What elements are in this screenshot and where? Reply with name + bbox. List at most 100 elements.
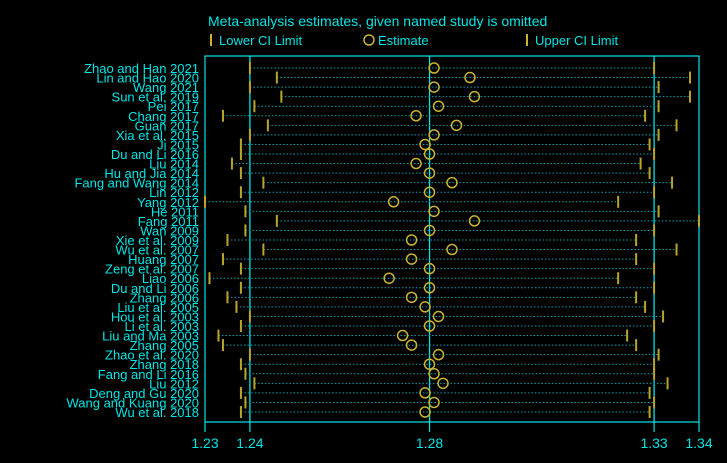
- reference-lines: [249, 56, 655, 422]
- lower-ci-tick: [239, 358, 242, 371]
- study-label: Wu et al. 2007: [115, 243, 199, 258]
- estimate-point: [419, 138, 431, 151]
- upper-ci-tick: [648, 406, 651, 418]
- legend: Lower CI Limit Estimate Upper CI Limit: [210, 33, 618, 48]
- upper-ci-tick: [698, 214, 700, 227]
- lower-ci-tick: [239, 186, 242, 199]
- estimate-point: [428, 62, 440, 74]
- estimate-point: [405, 339, 418, 351]
- study-label: Zhang 2006: [130, 290, 199, 305]
- upper-ci-tick: [657, 348, 660, 361]
- study-row: [239, 386, 651, 399]
- lower-ci-tick: [226, 291, 229, 304]
- estimate-point: [428, 205, 440, 218]
- x-axis: 1.23 1.24 1.28 1.33 1.34: [191, 422, 713, 451]
- estimate-point: [410, 157, 422, 170]
- upper-ci-tick: [689, 71, 692, 84]
- study-label: Ji 2015: [157, 137, 199, 152]
- study-label: Lin 2012: [149, 185, 199, 200]
- study-row: [275, 71, 692, 84]
- study-row: [248, 310, 665, 323]
- estimate-point: [446, 176, 458, 189]
- study-label: Zhang 2005: [130, 338, 199, 353]
- x-tick-label: 1.23: [191, 435, 218, 451]
- lower-ci-tick: [262, 176, 265, 189]
- lower-ci-tick: [244, 224, 247, 237]
- study-row: [239, 406, 651, 418]
- estimate-point: [423, 148, 436, 160]
- estimate-point: [423, 320, 436, 332]
- study-row: [226, 291, 638, 304]
- study-row: [208, 272, 620, 285]
- study-row: [275, 214, 700, 227]
- upper-ci-tick: [635, 291, 638, 304]
- study-label: Zhang 2018: [130, 357, 199, 372]
- upper-ci-tick: [648, 167, 651, 180]
- upper-ci-tick: [644, 300, 647, 313]
- study-label: Sun et al. 2019: [112, 90, 199, 105]
- upper-ci-tick: [671, 176, 674, 189]
- estimate-point: [423, 358, 436, 370]
- lower-ci-tick: [248, 348, 251, 361]
- lower-ci-tick: [239, 320, 242, 332]
- estimate-point: [437, 377, 449, 390]
- upper-ci-tick: [644, 109, 647, 122]
- lower-ci-tick: [204, 195, 206, 208]
- upper-ci-tick: [653, 358, 656, 371]
- legend-lower-ci-label: Lower CI Limit: [219, 33, 302, 48]
- upper-ci-tick: [653, 281, 656, 294]
- x-tick-label: 1.33: [640, 435, 667, 451]
- study-label: Liao 2006: [142, 271, 199, 286]
- upper-ci-tick: [653, 148, 656, 160]
- study-row: [239, 148, 656, 160]
- upper-ci-tick: [657, 100, 660, 113]
- lower-ci-tick: [248, 310, 251, 323]
- lower-ci-tick: [239, 262, 242, 275]
- legend-lower-ci-marker: [210, 34, 212, 46]
- estimate-point: [432, 310, 445, 323]
- plot-frame: [204, 55, 700, 423]
- study-row: [244, 205, 660, 218]
- study-label: Fang and Wang 2014: [74, 176, 199, 191]
- estimate-point: [423, 262, 436, 275]
- estimate-point: [428, 368, 440, 380]
- estimate-point: [468, 90, 481, 103]
- study-label: Chang 2017: [128, 109, 199, 124]
- study-rows: [204, 62, 700, 418]
- study-row: [235, 300, 647, 313]
- study-label: Fang 2011: [138, 214, 199, 229]
- estimate-point: [405, 253, 418, 265]
- study-row: [262, 176, 674, 189]
- study-label: Deng and Gu 2020: [89, 386, 199, 401]
- study-row: [253, 377, 669, 390]
- upper-ci-tick: [648, 138, 651, 151]
- study-label: Hu and Jia 2014: [104, 166, 199, 181]
- estimate-point: [387, 196, 400, 208]
- study-label: Huang 2007: [128, 252, 199, 267]
- upper-ci-tick: [653, 262, 656, 275]
- study-label: Xie et al. 2009: [116, 233, 199, 248]
- study-label: Liu 2012: [149, 376, 199, 391]
- estimate-point: [419, 406, 431, 418]
- upper-ci-tick: [662, 310, 665, 323]
- legend-estimate-marker: [363, 34, 375, 46]
- estimate-point: [383, 272, 395, 284]
- lower-ci-tick: [226, 234, 229, 246]
- upper-ci-tick: [639, 157, 642, 170]
- study-row: [239, 281, 656, 294]
- study-row: [266, 119, 678, 132]
- legend-upper-ci-marker: [526, 34, 528, 46]
- study-row: [248, 62, 656, 74]
- study-label: Du and Li 2016: [111, 147, 199, 162]
- study-label: Yang 2012: [137, 195, 199, 210]
- estimate-point: [432, 348, 445, 361]
- study-label: Liu 2014: [149, 157, 199, 172]
- study-label: Zhao and Han 2021: [84, 61, 199, 76]
- estimate-point: [419, 301, 431, 313]
- upper-ci-tick: [653, 396, 656, 409]
- study-label: Lin and Hao 2020: [96, 71, 199, 86]
- lower-ci-tick: [262, 243, 265, 256]
- lower-ci-tick: [235, 300, 238, 313]
- study-label: Zhao et al. 2020: [105, 348, 199, 363]
